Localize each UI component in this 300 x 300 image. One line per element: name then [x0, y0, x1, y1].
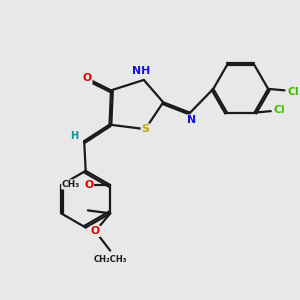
Text: S: S	[141, 124, 149, 134]
Text: O: O	[91, 226, 100, 236]
Text: Cl: Cl	[287, 87, 299, 97]
Text: H: H	[70, 131, 79, 141]
Text: CH₂CH₃: CH₂CH₃	[94, 255, 128, 264]
Text: NH: NH	[132, 66, 151, 76]
Text: CH₃: CH₃	[62, 180, 80, 189]
Text: N: N	[187, 115, 196, 125]
Text: O: O	[84, 180, 93, 190]
Text: O: O	[82, 74, 92, 83]
Text: Cl: Cl	[273, 105, 285, 115]
